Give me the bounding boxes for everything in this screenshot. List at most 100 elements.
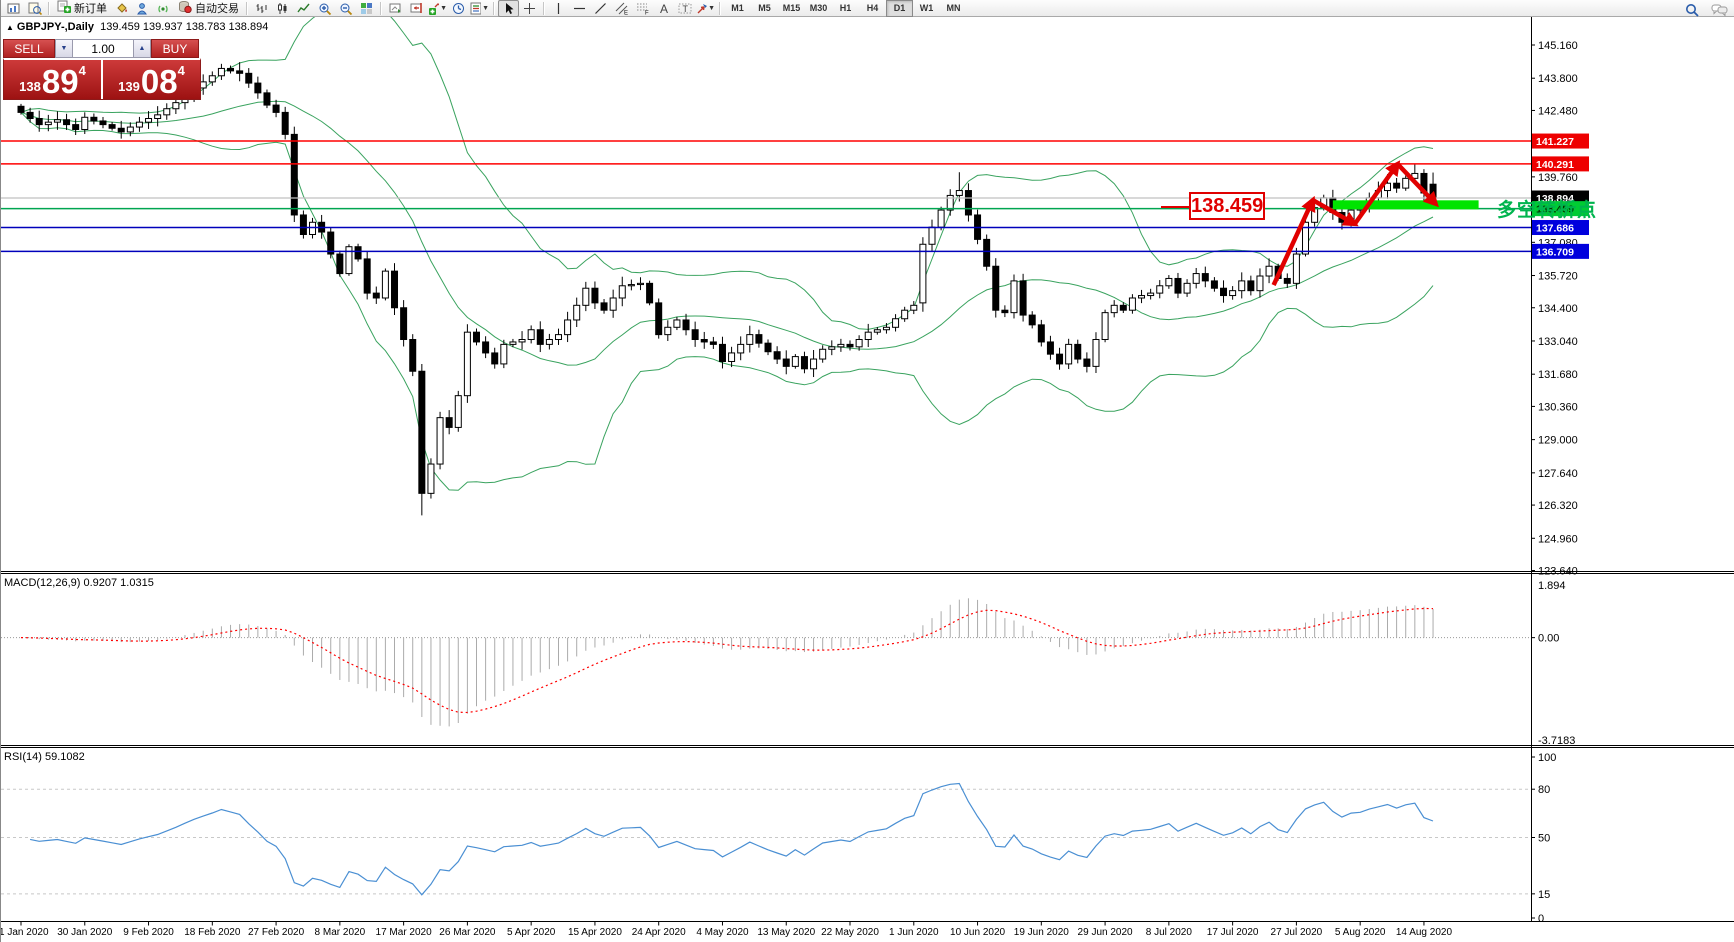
template-icon[interactable]: ▼ xyxy=(469,0,490,17)
candle xyxy=(955,190,963,196)
candle xyxy=(554,334,562,341)
tf-button-M1[interactable]: M1 xyxy=(731,3,744,13)
price-tick-label: 145.160 xyxy=(1538,40,1578,52)
candle xyxy=(746,334,754,345)
volume-decrease-button[interactable]: ▼ xyxy=(55,39,73,58)
candle xyxy=(1010,280,1018,314)
candle xyxy=(400,307,408,341)
tf-button-D1[interactable]: D1 xyxy=(886,0,913,17)
candle xyxy=(154,114,162,120)
channel-icon[interactable]: E xyxy=(611,0,632,17)
trendline-icon[interactable] xyxy=(590,0,611,17)
cursor-icon[interactable] xyxy=(498,0,519,17)
tile-windows-icon[interactable] xyxy=(356,0,377,17)
autotrading-button[interactable]: 自动交易 xyxy=(174,0,243,16)
candle xyxy=(737,343,745,354)
volume-input[interactable] xyxy=(73,39,133,58)
text-label-icon[interactable]: T xyxy=(674,0,695,17)
macd-values: 0.9207 1.0315 xyxy=(83,577,154,589)
price-tick-label: 139.760 xyxy=(1538,172,1578,184)
zoom-in-icon[interactable] xyxy=(314,0,335,17)
volume-increase-button[interactable]: ▲ xyxy=(133,39,151,58)
turning-point-annotation[interactable]: 多空转折点 xyxy=(1497,200,1598,221)
tf-button-W1[interactable]: W1 xyxy=(919,3,934,13)
date-label: 8 Mar 2020 xyxy=(315,927,366,938)
price-badge-138.459 xyxy=(1532,201,1589,217)
rsi-pane[interactable] xyxy=(1,782,1531,896)
vertical-line-icon[interactable] xyxy=(548,0,569,17)
arrows-icon[interactable]: ▼ xyxy=(695,0,716,17)
turning-point-bar[interactable] xyxy=(1332,200,1479,210)
sell-price[interactable]: 138 89 4 xyxy=(4,60,103,99)
signal-icon[interactable] xyxy=(153,0,174,17)
trend-zigzag[interactable] xyxy=(1271,160,1439,286)
price-tick-label: 124.960 xyxy=(1538,533,1578,545)
sell-price-sup: 4 xyxy=(78,63,86,78)
chart-shift-icon[interactable] xyxy=(406,0,427,17)
price-tick-label: 133.040 xyxy=(1538,336,1578,348)
auto-scroll-icon[interactable] xyxy=(385,0,406,17)
candle xyxy=(837,343,845,348)
price-badge-label: 140.291 xyxy=(1536,159,1574,171)
date-label: 29 Jun 2020 xyxy=(1078,927,1133,938)
line-chart-icon[interactable] xyxy=(293,0,314,17)
candle xyxy=(345,246,353,275)
date-label: 14 Aug 2020 xyxy=(1396,927,1453,938)
styles-bucket-icon[interactable] xyxy=(111,0,132,17)
candle xyxy=(782,358,790,367)
tf-button-H4[interactable]: H4 xyxy=(866,3,879,13)
svg-text:F: F xyxy=(645,10,649,15)
candle-chart-icon[interactable] xyxy=(272,0,293,17)
buy-price[interactable]: 139 08 4 xyxy=(103,60,200,99)
text-icon[interactable]: A xyxy=(653,0,674,17)
search-icon[interactable] xyxy=(1682,1,1703,18)
bar-chart-icon[interactable] xyxy=(251,0,272,17)
sell-price-big: 89 xyxy=(41,63,79,100)
buy-button[interactable]: BUY xyxy=(151,39,199,58)
fibonacci-icon[interactable]: F xyxy=(632,0,653,17)
candle xyxy=(1256,275,1264,292)
candle xyxy=(63,119,71,126)
toolbar-separator xyxy=(380,1,382,15)
tf-button-MN[interactable]: MN xyxy=(946,3,961,13)
candle xyxy=(855,339,863,348)
date-label: 17 Mar 2020 xyxy=(376,927,433,938)
tf-button-H1[interactable]: H1 xyxy=(839,3,852,13)
indicators-icon[interactable]: ▼ xyxy=(427,0,448,17)
horizontal-line-icon[interactable] xyxy=(569,0,590,17)
data-window-icon[interactable] xyxy=(24,0,45,17)
price-flag-138459[interactable]: 138.459 xyxy=(1189,192,1265,220)
chat-icon[interactable] xyxy=(1709,1,1730,18)
new-order-button[interactable]: 新订单 xyxy=(53,0,111,16)
zoom-out-icon[interactable] xyxy=(335,0,356,17)
candle xyxy=(1110,304,1118,314)
candle xyxy=(208,75,216,83)
tf-button-M15[interactable]: M15 xyxy=(782,3,801,13)
candle xyxy=(1019,280,1027,316)
candle xyxy=(363,258,371,294)
market-watch-icon[interactable] xyxy=(132,0,153,17)
rsi-label: RSI(14) 59.1082 xyxy=(4,751,85,763)
crosshair-icon[interactable] xyxy=(519,0,540,17)
sell-price-prefix: 138 xyxy=(19,79,41,94)
date-label: 27 Feb 2020 xyxy=(248,927,305,938)
candle xyxy=(545,339,553,345)
chart-window-icon[interactable] xyxy=(3,0,24,17)
main-pane[interactable] xyxy=(1,0,1531,516)
tf-button-M30[interactable]: M30 xyxy=(809,3,828,13)
tf-button-M5[interactable]: M5 xyxy=(758,3,771,13)
price-tick-label: 134.400 xyxy=(1538,303,1578,315)
macd-pane[interactable] xyxy=(1,598,1531,727)
candle xyxy=(1302,221,1310,255)
candle xyxy=(664,326,672,336)
candle xyxy=(145,118,153,123)
periods-clock-icon[interactable] xyxy=(448,0,469,17)
toolbar-separator xyxy=(493,1,495,15)
candle xyxy=(1074,343,1082,360)
sell-button[interactable]: SELL xyxy=(3,39,55,58)
candle xyxy=(1147,292,1155,297)
candle xyxy=(1402,177,1410,189)
candle xyxy=(227,67,235,72)
